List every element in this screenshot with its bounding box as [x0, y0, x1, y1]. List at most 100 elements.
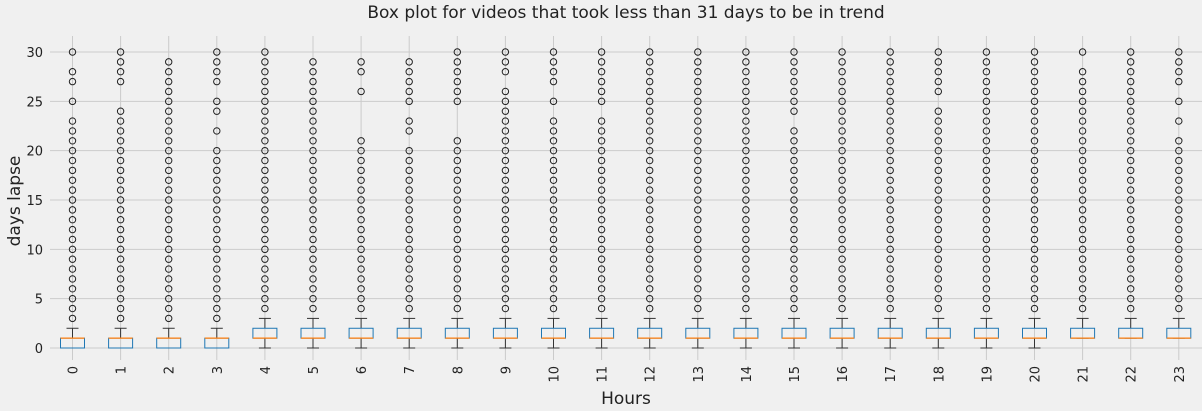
outlier-point	[934, 216, 942, 224]
outlier-point	[68, 285, 77, 293]
box-hour-19	[973, 48, 999, 349]
outlier-point	[261, 68, 269, 76]
outlier-point	[68, 117, 77, 125]
outlier-point	[1127, 68, 1135, 76]
outlier-point	[790, 77, 798, 86]
outlier-point	[934, 77, 942, 86]
x-tick-label: 7	[403, 366, 418, 374]
outlier-point	[742, 206, 750, 214]
outlier-point	[68, 225, 77, 234]
outlier-point	[1030, 107, 1039, 115]
outlier-point	[261, 275, 269, 283]
outlier-point	[1127, 137, 1135, 145]
outlier-point	[597, 58, 606, 66]
outlier-point	[309, 304, 317, 313]
x-tick-label: 15	[788, 366, 803, 383]
outlier-point	[213, 146, 221, 155]
outlier-point	[213, 68, 221, 76]
outlier-point	[1175, 117, 1183, 125]
outlier-point	[549, 225, 558, 234]
outlier-point	[357, 156, 365, 165]
outlier-point	[405, 156, 413, 165]
outlier-point	[357, 137, 365, 145]
outlier-point	[501, 225, 510, 234]
outlier-point	[1175, 235, 1183, 244]
outlier-point	[886, 146, 894, 155]
outlier-point	[309, 245, 317, 254]
outlier-point	[213, 314, 221, 323]
outlier-point	[309, 275, 317, 283]
outlier-point	[838, 107, 846, 115]
outlier-point	[405, 166, 413, 175]
outlier-point	[453, 196, 461, 204]
box-hour-4	[252, 48, 278, 349]
box-hour-20	[1022, 48, 1047, 349]
outlier-point	[694, 48, 702, 56]
x-axis-label: Hours	[601, 389, 651, 409]
outlier-point	[213, 285, 221, 293]
outlier-point	[1030, 97, 1039, 106]
outlier-point	[1078, 107, 1087, 115]
outlier-point	[549, 97, 558, 106]
x-tick-label: 4	[259, 366, 274, 374]
outlier-point	[982, 186, 991, 194]
outlier-point	[357, 285, 365, 293]
outlier-point	[1127, 87, 1135, 96]
y-axis-ticks: 0 5 10 15 20 25 30	[26, 46, 43, 357]
outlier-point	[1078, 186, 1087, 194]
outlier-point	[261, 285, 269, 293]
outlier-point	[934, 68, 942, 76]
outlier-point	[597, 245, 606, 254]
outlier-point	[1127, 206, 1135, 214]
outlier-point	[1175, 265, 1183, 273]
outlier-point	[1175, 255, 1183, 263]
outlier-point	[549, 156, 558, 165]
outlier-point	[405, 186, 413, 194]
outlier-point	[309, 97, 317, 106]
outlier-point	[165, 166, 173, 175]
outlier-point	[694, 304, 702, 313]
outlier-point	[646, 245, 654, 254]
outlier-point	[982, 304, 991, 313]
outlier-point	[886, 68, 894, 76]
outlier-point	[261, 87, 269, 96]
outlier-point	[1127, 225, 1135, 234]
outlier-point	[116, 137, 125, 145]
outlier-point	[886, 137, 894, 145]
outlier-point	[934, 206, 942, 214]
outlier-point	[549, 146, 558, 155]
outlier-point	[1175, 176, 1183, 184]
outlier-point	[597, 137, 606, 145]
outlier-point	[116, 58, 125, 66]
outlier-point	[934, 48, 942, 56]
outlier-point	[1030, 146, 1039, 155]
outlier-point	[597, 68, 606, 76]
outlier-point	[501, 235, 510, 244]
outlier-point	[1175, 206, 1183, 214]
outlier-point	[309, 166, 317, 175]
outlier-point	[165, 127, 173, 135]
outlier-point	[934, 265, 942, 273]
outlier-point	[694, 127, 702, 135]
outlier-point	[213, 166, 221, 175]
outlier-point	[309, 117, 317, 125]
outlier-point	[597, 166, 606, 175]
outlier-point	[838, 275, 846, 283]
outlier-point	[742, 235, 750, 244]
outlier-point	[261, 48, 269, 56]
box-hour-6	[348, 58, 374, 349]
outlier-point	[838, 127, 846, 135]
outlier-point	[790, 127, 798, 135]
outlier-point	[694, 255, 702, 263]
outlier-point	[165, 285, 173, 293]
outlier-point	[1127, 304, 1135, 313]
outlier-point	[742, 196, 750, 204]
outlier-point	[694, 245, 702, 254]
outlier-point	[261, 137, 269, 145]
outlier-point	[886, 87, 894, 96]
outlier-point	[165, 225, 173, 234]
outlier-point	[213, 107, 221, 115]
outlier-point	[501, 146, 510, 155]
chart-title: Box plot for videos that took less than …	[367, 3, 884, 23]
box-hour-3	[204, 48, 230, 349]
